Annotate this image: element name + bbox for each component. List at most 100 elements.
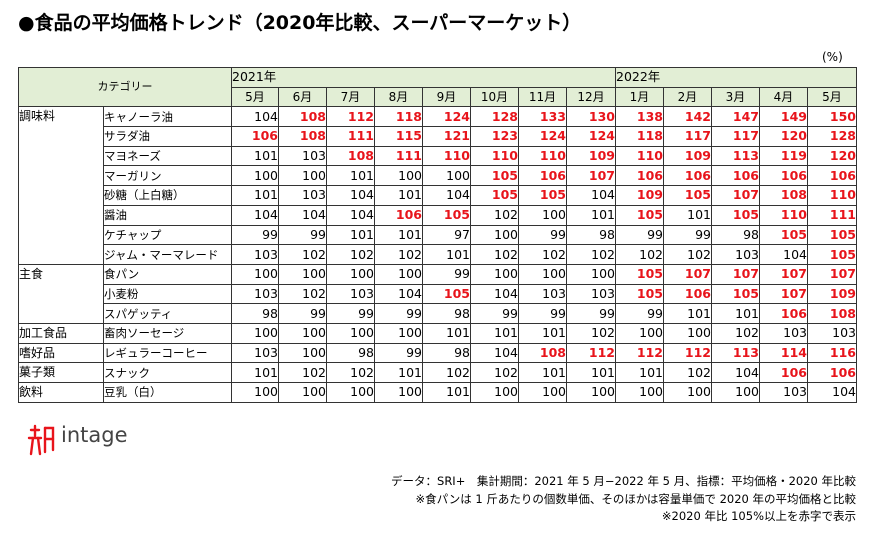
value-cell: 105 [518,185,567,206]
value-cell: 113 [711,342,760,364]
value-cell: 102 [615,244,664,265]
value-cell: 101 [326,165,375,187]
table-body: 調味料 キャノーラ油 104 108 112 118 124 128 133 130 138 142 1… [18,106,857,403]
value-cell: 112 [566,342,616,364]
value-cell: 104 [470,342,519,364]
month-header: 10月 [470,86,519,108]
value-cell: 100 [615,382,664,403]
value-cell: 101 [663,303,712,324]
value-cell: 100 [374,382,423,403]
value-cell: 98 [566,224,616,246]
value-cell: 104 [422,185,471,206]
value-cell: 105 [422,283,471,305]
value-cell: 106 [663,165,712,187]
value-cell: 100 [278,263,327,285]
value-cell: 100 [566,263,616,285]
value-cell: 117 [663,126,712,147]
value-cell: 106 [759,362,808,383]
value-cell: 102 [566,322,616,344]
item-cell: スパゲッティ [103,303,232,324]
value-cell: 100 [470,224,519,246]
value-cell: 118 [615,126,664,147]
category-cell: 嗜好品 [18,342,104,364]
value-cell: 107 [711,263,760,285]
value-cell: 103 [711,244,760,265]
table-row: 菓子類 スナック 101 102 102 101 102 102 101 101 101 102 104… [18,362,857,383]
value-cell: 100 [278,165,327,187]
value-cell: 120 [807,145,857,167]
value-cell: 128 [470,106,519,128]
value-cell: 101 [663,204,712,226]
value-cell: 107 [759,283,808,305]
value-cell: 99 [422,263,471,285]
value-cell: 100 [231,263,279,285]
table-row: 小麦粉 103 102 103 104 105 104 103 103 105 106 105 107 1… [19,283,857,305]
value-cell: 110 [759,204,808,226]
value-cell: 105 [807,244,857,265]
value-cell: 113 [711,145,760,167]
item-cell: 醤油 [103,204,232,226]
value-cell: 104 [231,204,279,226]
month-header: 5月 [807,86,857,108]
value-cell: 100 [422,165,471,187]
value-cell: 100 [663,322,712,344]
value-cell: 100 [518,382,567,403]
unit-label: (%) [822,50,843,64]
value-cell: 104 [278,204,327,226]
value-cell: 101 [518,322,567,344]
value-cell: 99 [470,303,519,324]
value-cell: 107 [759,263,808,285]
value-cell: 108 [278,106,327,128]
value-cell: 101 [422,322,471,344]
value-cell: 105 [615,263,664,285]
value-cell: 111 [326,126,375,147]
item-cell: レギュラーコーヒー [103,342,232,364]
table-row: マーガリン 100 100 101 100 100 105 106 107 106 106 106 10… [19,165,857,187]
logo-text: intage [61,423,128,447]
value-cell: 116 [807,342,857,364]
value-cell: 101 [231,185,279,206]
category-cell: 菓子類 [18,362,104,383]
category-cell: 調味料 [18,106,104,265]
value-cell: 105 [615,283,664,305]
value-cell: 103 [326,283,375,305]
value-cell: 109 [807,283,857,305]
value-cell: 100 [231,382,279,403]
page-title: ●食品の平均価格トレンド（2020年比較、スーパーマーケット） [18,12,582,34]
value-cell: 100 [711,382,760,403]
value-cell: 133 [518,106,567,128]
value-cell: 100 [231,165,279,187]
value-cell: 106 [807,165,857,187]
value-cell: 102 [278,244,327,265]
value-cell: 100 [326,322,375,344]
value-cell: 102 [326,362,375,383]
value-cell: 101 [231,362,279,383]
value-cell: 105 [711,283,760,305]
value-cell: 99 [566,303,616,324]
value-cell: 124 [422,106,471,128]
value-cell: 110 [615,145,664,167]
header-year-2021: 2021年 [231,67,616,88]
value-cell: 110 [518,145,567,167]
value-cell: 138 [615,106,664,128]
value-cell: 106 [518,165,567,187]
value-cell: 105 [615,204,664,226]
value-cell: 121 [422,126,471,147]
value-cell: 101 [374,185,423,206]
item-cell: ジャム・マーマレード [103,244,232,265]
value-cell: 101 [374,224,423,246]
month-header-row: 5月 6月 7月 8月 9月 10月 11月 12月 1月 2月 3月 4月 5月 [19,86,857,108]
value-cell: 104 [231,106,279,128]
month-header: 5月 [231,86,279,108]
value-cell: 103 [759,382,808,403]
value-cell: 107 [807,263,857,285]
header-category: カテゴリー [18,66,232,108]
value-cell: 102 [470,244,519,265]
table-row: ケチャップ 99 99 101 101 97 100 99 98 99 99 98 105 105 [19,224,857,246]
value-cell: 112 [663,342,712,364]
intage-mark-icon [27,424,55,456]
value-cell: 117 [711,126,760,147]
value-cell: 124 [566,126,616,147]
table-row: 醤油 104 104 104 106 105 102 100 101 105 101 105 110 11… [19,204,857,226]
item-cell: マヨネーズ [103,145,232,167]
